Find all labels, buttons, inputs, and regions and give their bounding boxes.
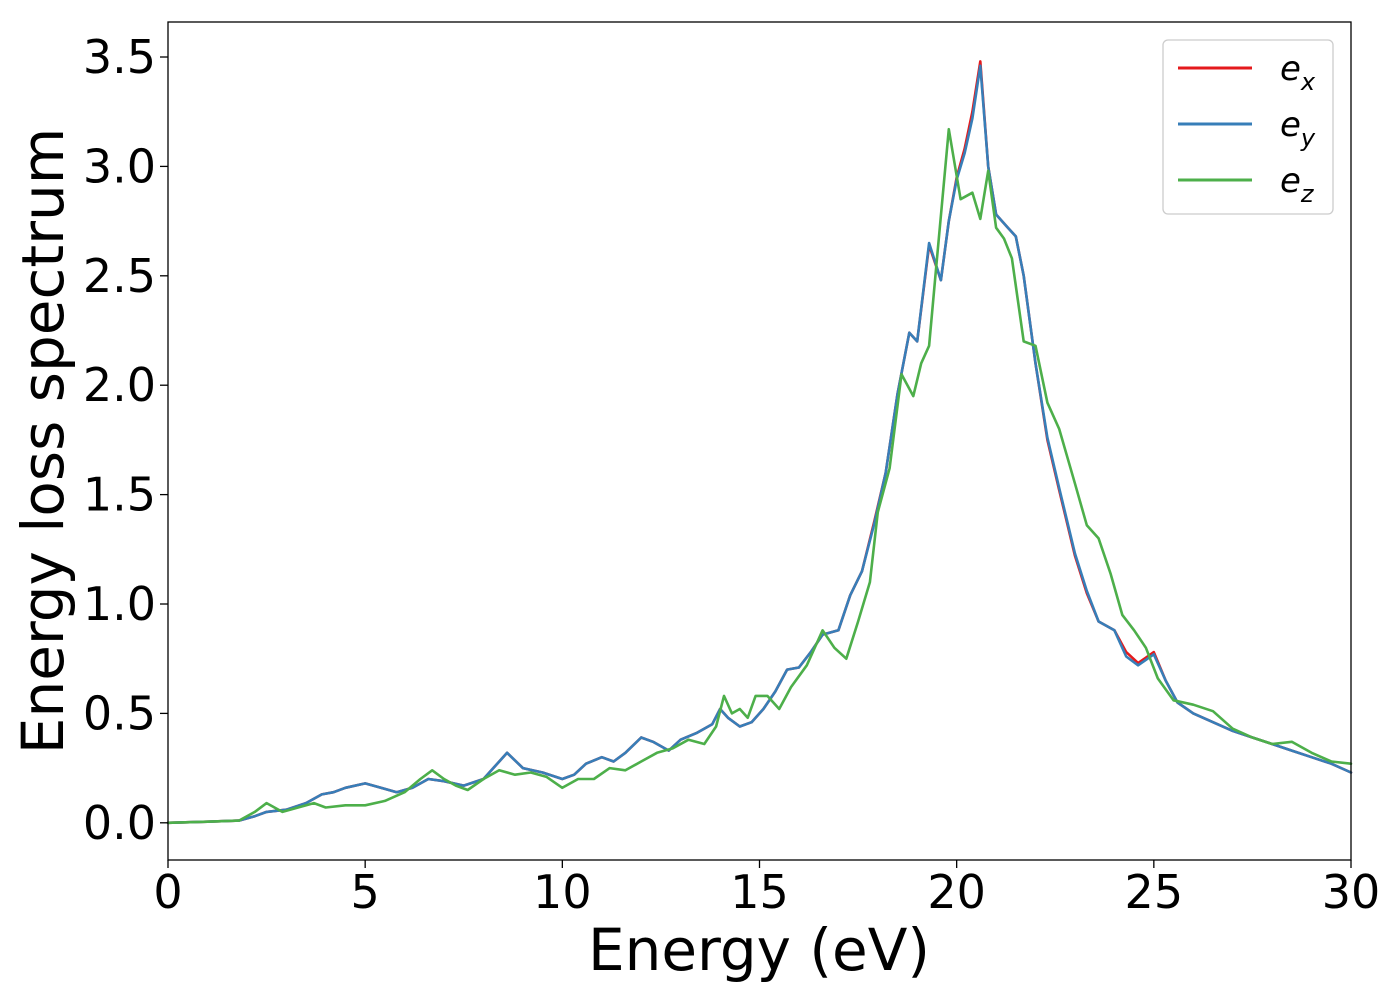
y-axis: 0.0 0.5 1.0 1.5 2.0 2.5 3.0 3.5 (83, 30, 168, 850)
legend-label-e-z: ez (1280, 161, 1315, 208)
legend-label-e-x: ex (1280, 49, 1316, 96)
legend-label-base: e (1280, 49, 1301, 89)
y-tick-label: 0.0 (83, 796, 156, 850)
x-tick-label: 5 (351, 865, 380, 919)
x-tick-label: 15 (730, 865, 789, 919)
y-tick-label: 1.0 (83, 577, 156, 631)
y-axis-title: Energy loss spectrum (9, 128, 77, 754)
x-tick-label: 0 (153, 865, 182, 919)
x-tick-label: 10 (533, 865, 592, 919)
series-line-e-y (166, 64, 1353, 825)
x-axis-title: Energy (eV) (588, 916, 930, 984)
x-axis: 0 5 10 15 20 25 30 (153, 860, 1380, 919)
y-tick-label: 2.0 (83, 358, 156, 412)
x-tick-label: 20 (927, 865, 986, 919)
legend-label-base: e (1280, 105, 1301, 145)
y-tick-label: 2.5 (83, 249, 156, 303)
y-tick-label: 3.0 (83, 139, 156, 193)
y-tick-label: 3.5 (83, 30, 156, 84)
y-tick-label: 0.5 (83, 686, 156, 740)
legend-label-base: e (1280, 161, 1301, 201)
y-tick-label: 1.5 (83, 468, 156, 522)
legend-box (1162, 39, 1334, 215)
legend-label-subscript: y (1300, 124, 1316, 152)
series-layer (166, 60, 1353, 825)
legend-label-subscript: x (1300, 68, 1316, 96)
x-tick-label: 25 (1125, 865, 1184, 919)
series-line-e-z (166, 127, 1353, 825)
legend-label-e-y: ey (1280, 105, 1316, 152)
x-tick-label: 30 (1322, 865, 1381, 919)
legend-label-subscript: z (1300, 180, 1315, 208)
